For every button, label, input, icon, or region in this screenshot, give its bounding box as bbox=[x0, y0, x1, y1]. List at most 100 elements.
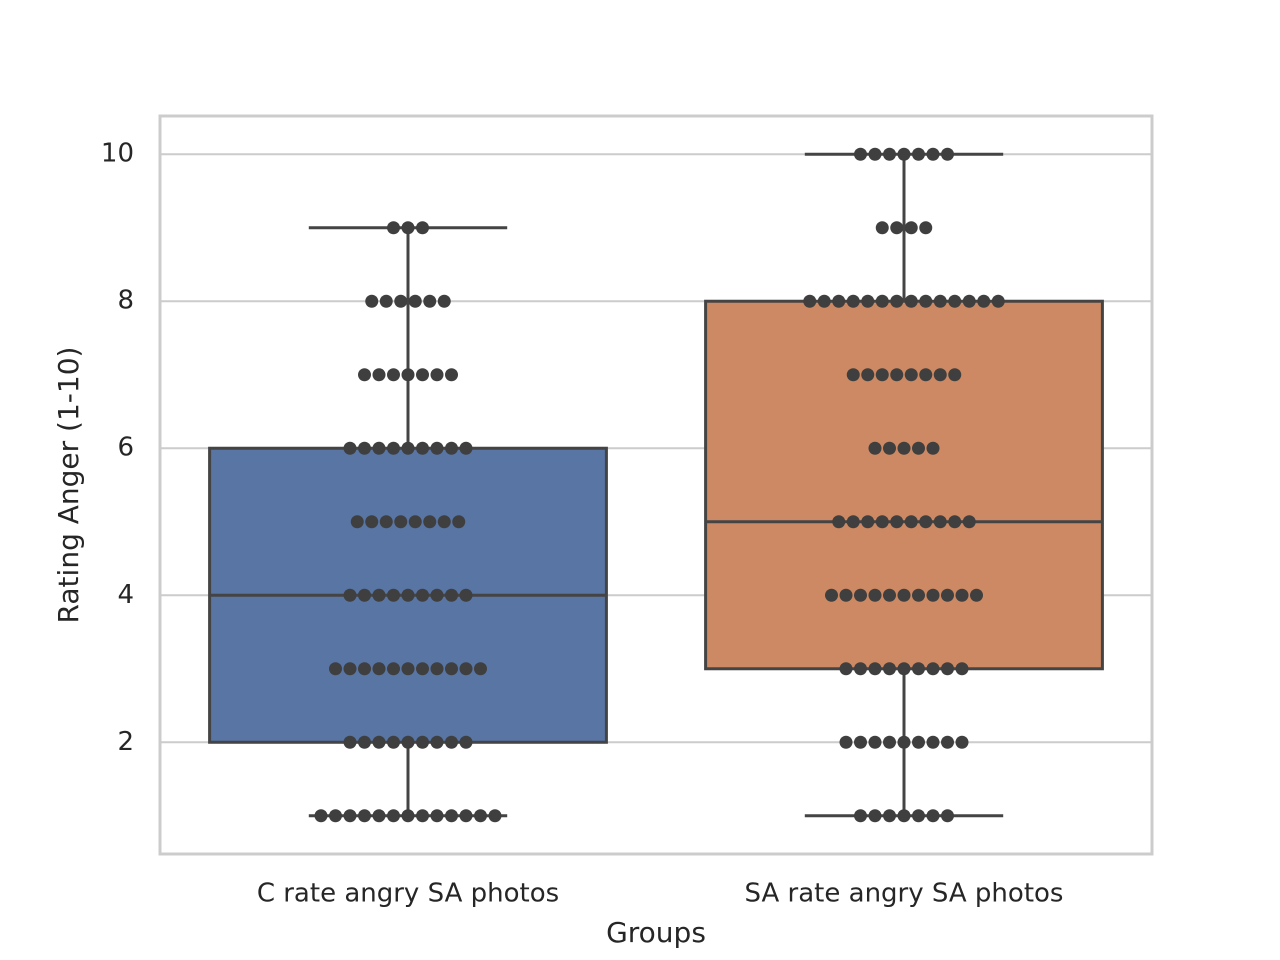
point bbox=[941, 147, 954, 161]
point bbox=[883, 147, 896, 161]
point bbox=[343, 441, 357, 455]
point bbox=[854, 147, 867, 161]
point bbox=[919, 221, 933, 235]
point bbox=[962, 515, 976, 529]
point bbox=[839, 735, 853, 749]
point bbox=[897, 147, 911, 161]
point bbox=[825, 588, 838, 602]
point bbox=[875, 294, 889, 308]
point bbox=[416, 735, 429, 749]
y-tick-label: 10 bbox=[101, 139, 134, 169]
point bbox=[897, 809, 911, 823]
point bbox=[933, 515, 947, 529]
point bbox=[875, 221, 889, 235]
point bbox=[846, 294, 860, 308]
point bbox=[941, 809, 954, 823]
point bbox=[372, 809, 386, 823]
point bbox=[854, 662, 867, 676]
point bbox=[408, 294, 422, 308]
plot-frame bbox=[158, 114, 1154, 856]
point bbox=[919, 368, 933, 382]
point bbox=[933, 368, 947, 382]
point bbox=[379, 515, 393, 529]
point bbox=[459, 588, 473, 602]
point bbox=[883, 441, 896, 455]
point bbox=[839, 588, 853, 602]
point bbox=[358, 588, 371, 602]
x-tick-label: C rate angry SA photos bbox=[257, 879, 559, 909]
point bbox=[488, 809, 502, 823]
point bbox=[459, 441, 473, 455]
point bbox=[401, 735, 415, 749]
point bbox=[868, 809, 882, 823]
point bbox=[365, 515, 379, 529]
point bbox=[948, 515, 962, 529]
point bbox=[430, 441, 444, 455]
point bbox=[445, 809, 458, 823]
point bbox=[890, 221, 904, 235]
point bbox=[372, 662, 386, 676]
point bbox=[868, 735, 882, 749]
box bbox=[704, 299, 1104, 671]
point bbox=[912, 735, 925, 749]
point bbox=[401, 662, 415, 676]
point bbox=[394, 515, 408, 529]
point bbox=[372, 588, 386, 602]
point bbox=[926, 809, 940, 823]
point bbox=[919, 515, 933, 529]
point bbox=[358, 662, 371, 676]
y-tick-label: 2 bbox=[117, 727, 134, 757]
point bbox=[387, 735, 400, 749]
point bbox=[445, 662, 458, 676]
point bbox=[854, 809, 867, 823]
point bbox=[358, 441, 371, 455]
point bbox=[423, 294, 437, 308]
point bbox=[912, 147, 925, 161]
point bbox=[343, 662, 357, 676]
point bbox=[459, 809, 473, 823]
point bbox=[358, 368, 371, 382]
point bbox=[817, 294, 831, 308]
point bbox=[387, 588, 400, 602]
point bbox=[372, 735, 386, 749]
point bbox=[343, 735, 357, 749]
point bbox=[912, 441, 925, 455]
point bbox=[883, 809, 896, 823]
point bbox=[890, 294, 904, 308]
point bbox=[941, 662, 954, 676]
point bbox=[379, 294, 393, 308]
point bbox=[854, 588, 867, 602]
point bbox=[991, 294, 1005, 308]
point bbox=[868, 441, 882, 455]
point bbox=[459, 735, 473, 749]
point bbox=[919, 294, 933, 308]
point bbox=[875, 368, 889, 382]
point bbox=[401, 221, 415, 235]
point bbox=[897, 662, 911, 676]
point bbox=[437, 515, 451, 529]
point bbox=[897, 441, 911, 455]
point bbox=[408, 515, 422, 529]
point bbox=[977, 294, 991, 308]
point bbox=[416, 368, 429, 382]
y-axis-label: Rating Anger (1-10) bbox=[52, 347, 85, 624]
point bbox=[926, 735, 940, 749]
point bbox=[861, 294, 875, 308]
point bbox=[430, 735, 444, 749]
point bbox=[861, 515, 875, 529]
point bbox=[904, 515, 918, 529]
point bbox=[314, 809, 328, 823]
point bbox=[970, 588, 983, 602]
point bbox=[343, 588, 357, 602]
point bbox=[430, 809, 444, 823]
point bbox=[803, 294, 817, 308]
point bbox=[401, 588, 415, 602]
point bbox=[437, 294, 451, 308]
point bbox=[474, 809, 487, 823]
point bbox=[452, 515, 466, 529]
point bbox=[941, 735, 954, 749]
point bbox=[350, 515, 364, 529]
point bbox=[897, 588, 911, 602]
point bbox=[948, 368, 962, 382]
point bbox=[430, 368, 444, 382]
